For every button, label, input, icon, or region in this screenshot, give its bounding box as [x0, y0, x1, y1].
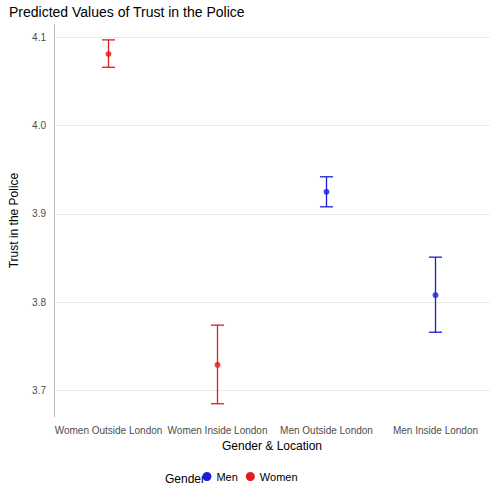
svg-text:3.9: 3.9 — [32, 208, 46, 219]
svg-text:Men Inside London: Men Inside London — [393, 425, 478, 436]
svg-text:Gender: Gender — [165, 472, 205, 486]
svg-text:3.7: 3.7 — [32, 385, 46, 396]
svg-text:Predicted Values of Trust in t: Predicted Values of Trust in the Police — [9, 4, 245, 20]
svg-text:Women Inside London: Women Inside London — [168, 425, 268, 436]
svg-text:4.1: 4.1 — [32, 32, 46, 43]
svg-text:3.8: 3.8 — [32, 297, 46, 308]
svg-text:Trust in the Police: Trust in the Police — [7, 172, 21, 268]
svg-text:Men Outside London: Men Outside London — [280, 425, 373, 436]
svg-text:Men: Men — [216, 471, 237, 483]
svg-text:Women: Women — [260, 471, 298, 483]
svg-text:Gender & Location: Gender & Location — [222, 439, 322, 453]
svg-text:Women Outside London: Women Outside London — [55, 425, 163, 436]
svg-text:4.0: 4.0 — [32, 120, 46, 131]
